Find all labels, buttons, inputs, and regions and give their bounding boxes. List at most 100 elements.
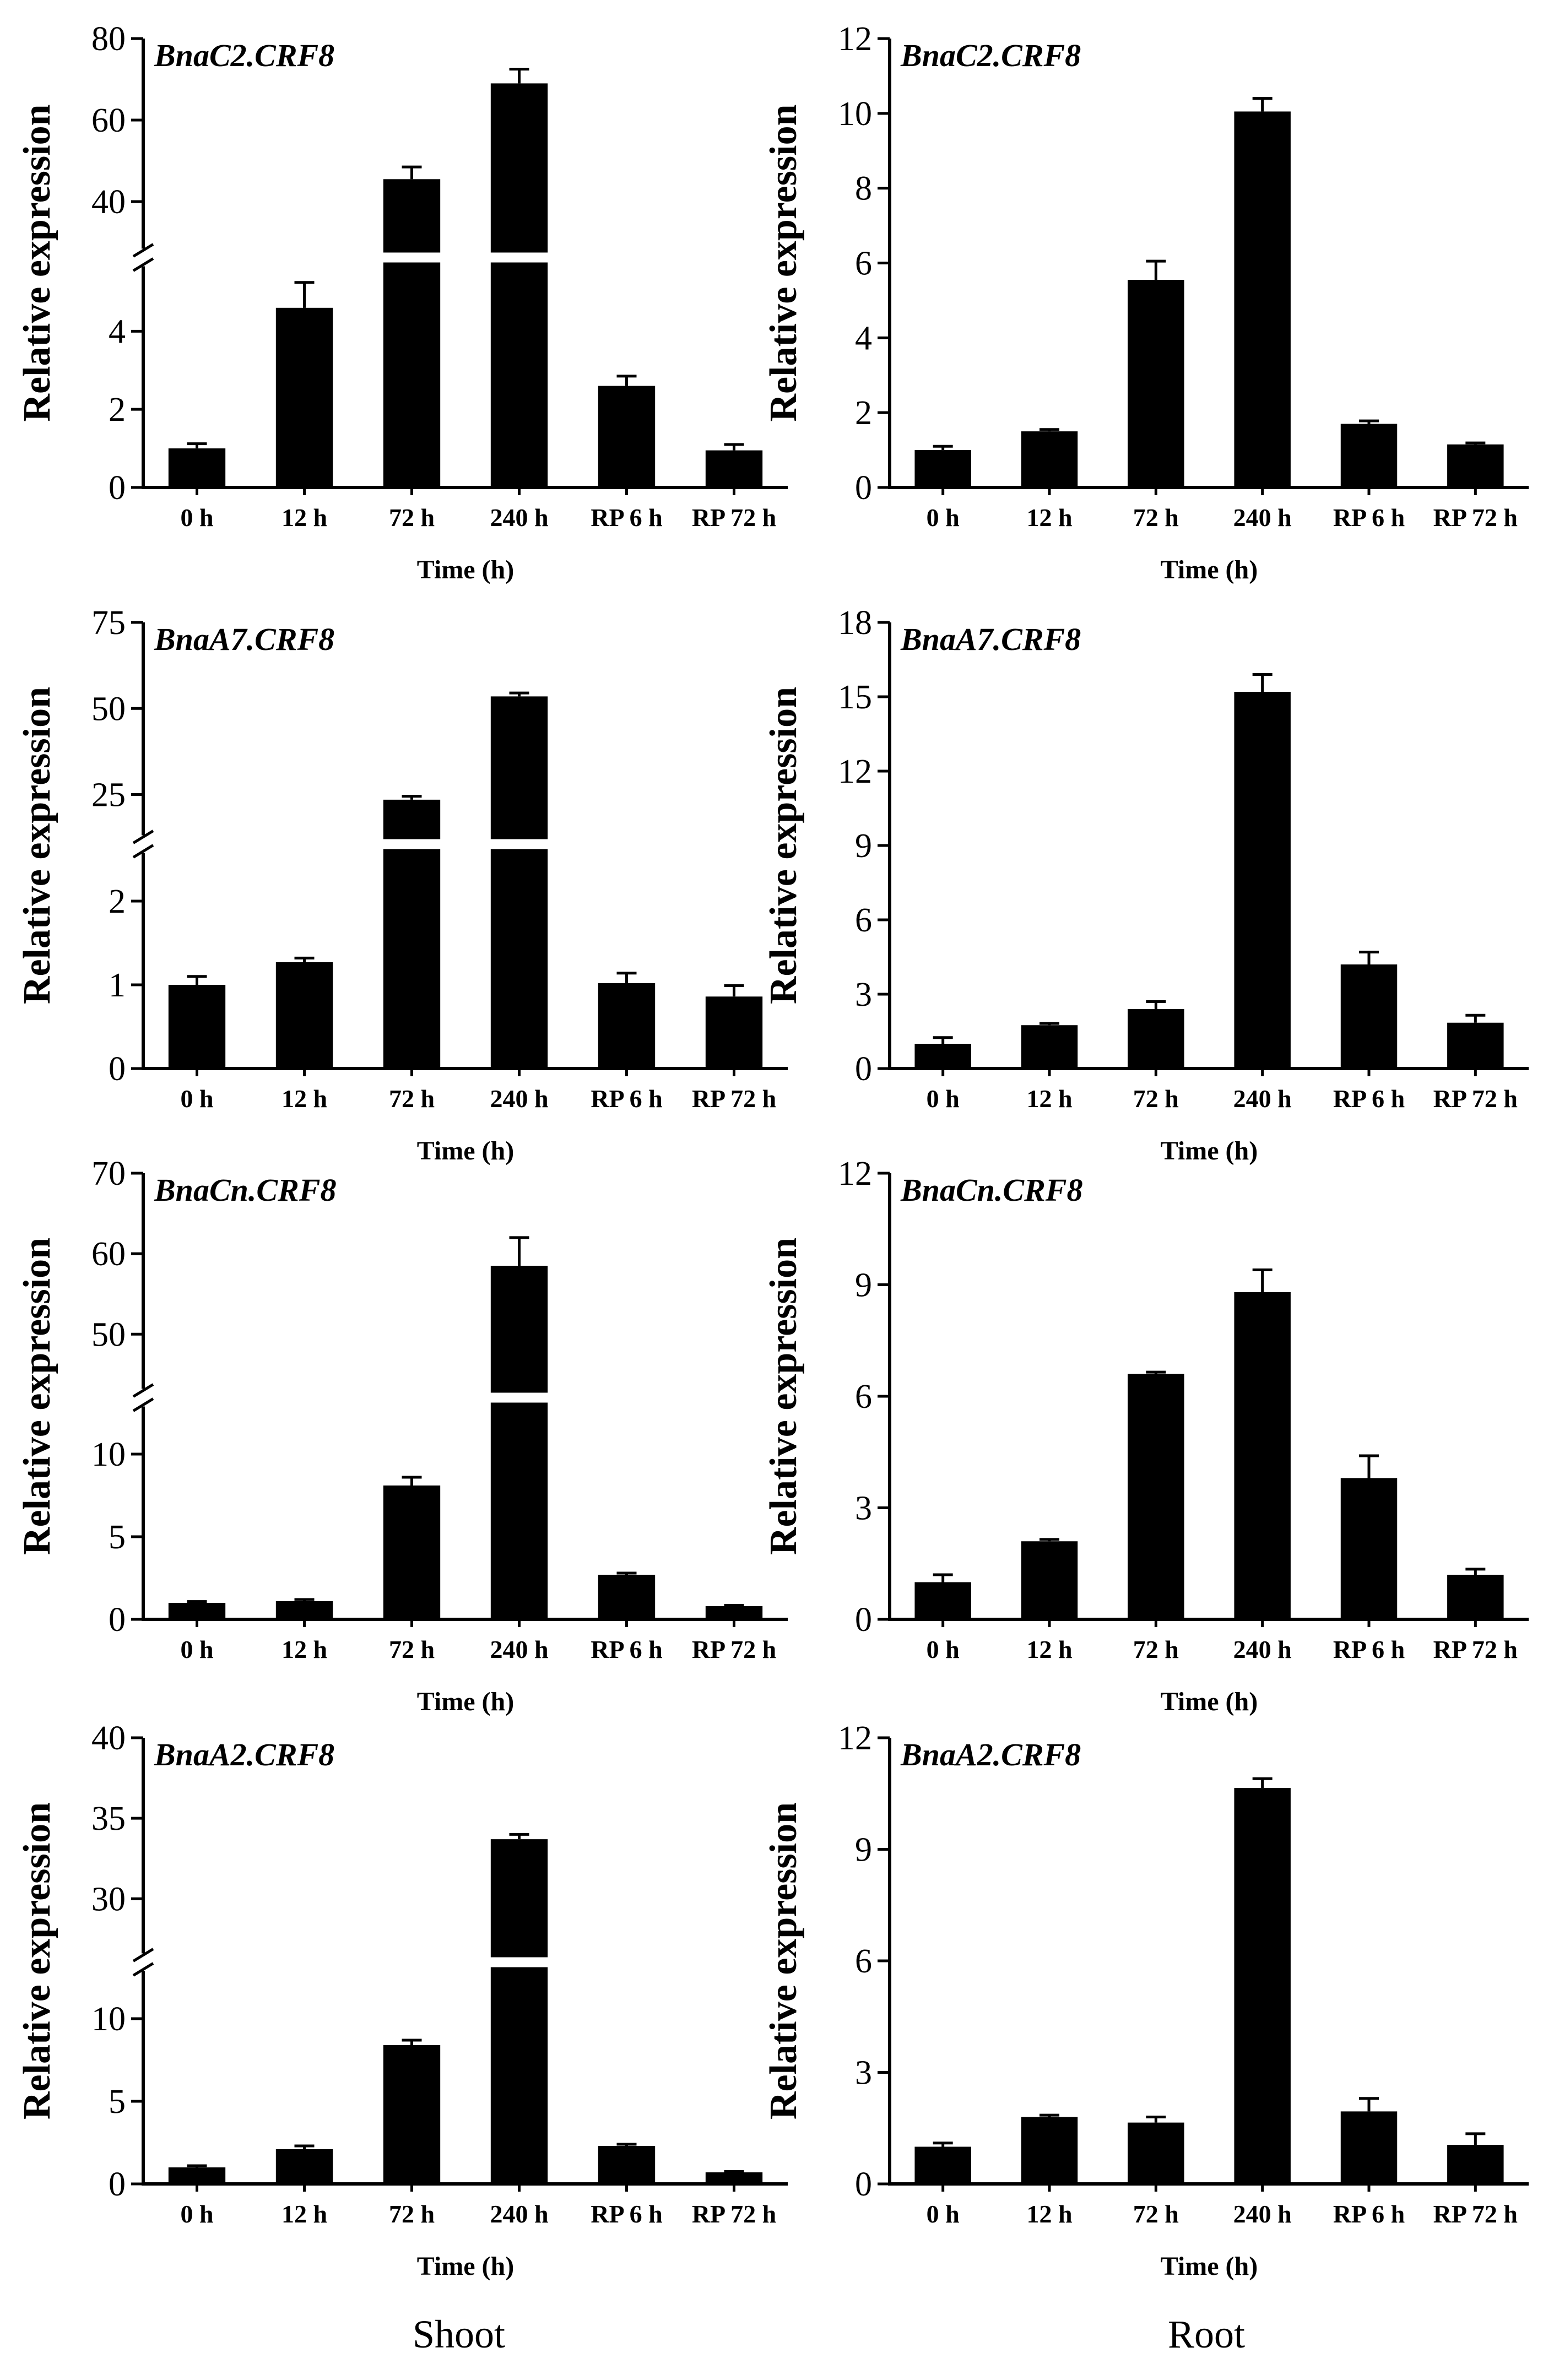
chart-root-3: 0 3 6 9 12 0 h 12 h 72 h 240 h RP 6 h RP 72 h Time … (762, 1155, 1529, 1716)
x-tick-label: RP 6 h (1333, 1635, 1405, 1663)
bar-rp-6-h (1340, 964, 1398, 1069)
bar-12-h (275, 962, 333, 1069)
bar-72-h (1128, 1009, 1184, 1069)
x-tick-label: RP 6 h (1333, 2200, 1405, 2228)
y-tick-label: 80 (91, 20, 126, 58)
x-tick-label: 0 h (927, 1635, 960, 1663)
bar-12-h (1021, 2117, 1078, 2184)
x-tick-label: RP 72 h (1433, 1635, 1518, 1663)
bar-240-h (490, 696, 548, 1069)
axis-break-mark (132, 243, 154, 258)
bar-72-h (383, 2045, 441, 2184)
bar-0-h (168, 2167, 226, 2184)
x-axis-label: Time (h) (1161, 555, 1258, 584)
x-tick-label: 72 h (1133, 1635, 1179, 1663)
x-tick-label: 0 h (927, 2200, 960, 2228)
y-tick-label: 2 (109, 391, 126, 429)
y-axis-label: Relative expression (16, 1802, 58, 2119)
y-tick-label: 5 (109, 2083, 126, 2121)
y-tick-label: 6 (855, 1378, 872, 1416)
column-title-root: Root (1168, 2312, 1245, 2356)
bar-rp-72-h (1447, 1022, 1504, 1069)
bar-240-h (1234, 692, 1291, 1069)
x-tick-label: 240 h (490, 503, 548, 532)
y-tick-label: 10 (91, 2000, 126, 2038)
chart-root-2: 0 3 6 9 12 15 18 0 h 12 h 72 h 240 h RP 6 h RP 72 h T… (762, 604, 1529, 1165)
x-tick-label: 12 h (1026, 503, 1072, 532)
x-tick-label: RP 6 h (591, 1085, 662, 1113)
x-tick-label: 240 h (1233, 1635, 1292, 1663)
bar-240-h (1234, 111, 1291, 487)
gene-title: BnaA2.CRF8 (900, 1737, 1081, 1772)
bar-12-h (1021, 1541, 1078, 1619)
y-tick-label: 40 (91, 183, 126, 221)
bar-240-h (490, 1266, 548, 1619)
y-tick-label: 0 (855, 469, 872, 507)
x-tick-label: 12 h (1026, 1635, 1072, 1663)
chart-shoot-1: 0 2 4 40 60 80 0 h 12 h 72 h 240 h RP 6 h RP 72 h Ti… (16, 20, 788, 584)
x-tick-label: 0 h (180, 1085, 213, 1113)
x-tick-label: RP 6 h (591, 503, 662, 532)
y-tick-label: 3 (855, 1490, 872, 1527)
x-tick-label: RP 6 h (591, 2200, 662, 2228)
y-tick-label: 40 (91, 1720, 126, 1757)
y-tick-label: 4 (855, 319, 872, 357)
x-tick-label: 240 h (1233, 2200, 1292, 2228)
y-axis-label: Relative expression (762, 1238, 805, 1555)
axis-break-mark (132, 830, 154, 844)
y-tick-label: 8 (855, 170, 872, 208)
chart-root-4: 0 3 6 9 12 0 h 12 h 72 h 240 h RP 6 h RP 72 h Time … (762, 1720, 1529, 2281)
bar-0-h (914, 450, 971, 487)
bar-rp-6-h (598, 1575, 656, 1619)
y-tick-label: 6 (855, 1943, 872, 1980)
y-tick-label: 60 (91, 102, 126, 139)
x-tick-label: RP 6 h (1333, 503, 1405, 532)
bar-72-h (1128, 1374, 1184, 1619)
y-tick-label: 0 (109, 2166, 126, 2203)
y-tick-label: 9 (855, 827, 872, 865)
x-tick-label: RP 72 h (1433, 2200, 1518, 2228)
x-tick-label: 12 h (1026, 1085, 1072, 1113)
bar-0-h (914, 1582, 971, 1619)
bar-0-h (914, 2146, 971, 2184)
bar-72-h (383, 1486, 441, 1619)
gene-title: BnaCn.CRF8 (900, 1172, 1082, 1208)
axis-break-mark (132, 1962, 154, 1977)
y-tick-label: 10 (91, 1436, 126, 1473)
y-tick-label: 0 (109, 1050, 126, 1088)
chart-shoot-4: 0 5 10 30 35 40 0 h 12 h 72 h 240 h RP 6 h RP 72 h T… (16, 1720, 788, 2281)
bar-12-h (275, 307, 333, 487)
bar-12-h (275, 1601, 333, 1619)
x-tick-label: RP 72 h (1433, 1085, 1518, 1113)
x-tick-label: 0 h (927, 1085, 960, 1113)
y-tick-label: 12 (838, 753, 872, 790)
y-tick-label: 18 (838, 604, 872, 642)
x-tick-label: RP 72 h (692, 503, 776, 532)
x-axis-label: Time (h) (417, 1136, 514, 1165)
bar-240-h (1234, 1292, 1291, 1619)
y-tick-label: 9 (855, 1831, 872, 1869)
y-tick-label: 25 (91, 777, 126, 814)
bar-0-h (168, 1603, 226, 1619)
x-tick-label: 72 h (1133, 2200, 1179, 2228)
bar-12-h (275, 2149, 333, 2184)
y-tick-label: 4 (109, 313, 126, 350)
bar-12-h (1021, 1025, 1078, 1069)
y-tick-label: 1 (109, 967, 126, 1004)
x-tick-label: 12 h (281, 1085, 327, 1113)
x-axis-label: Time (h) (417, 555, 514, 584)
chart-shoot-3: 0 5 10 50 60 70 0 h 12 h 72 h 240 h RP 6 h RP 72 h T… (16, 1155, 788, 1716)
y-tick-label: 3 (855, 976, 872, 1013)
x-tick-label: 72 h (389, 2200, 435, 2228)
x-tick-label: RP 72 h (1433, 503, 1518, 532)
y-tick-label: 10 (838, 95, 872, 133)
gene-title: BnaC2.CRF8 (154, 37, 334, 73)
x-axis-label: Time (h) (417, 2252, 514, 2281)
gene-title: BnaA7.CRF8 (900, 621, 1081, 657)
x-axis-label: Time (h) (1161, 2252, 1258, 2281)
bar-rp-6-h (598, 983, 656, 1069)
x-tick-label: RP 72 h (692, 1635, 776, 1663)
x-tick-label: 0 h (180, 1635, 213, 1663)
x-axis-label: Time (h) (417, 1687, 514, 1716)
